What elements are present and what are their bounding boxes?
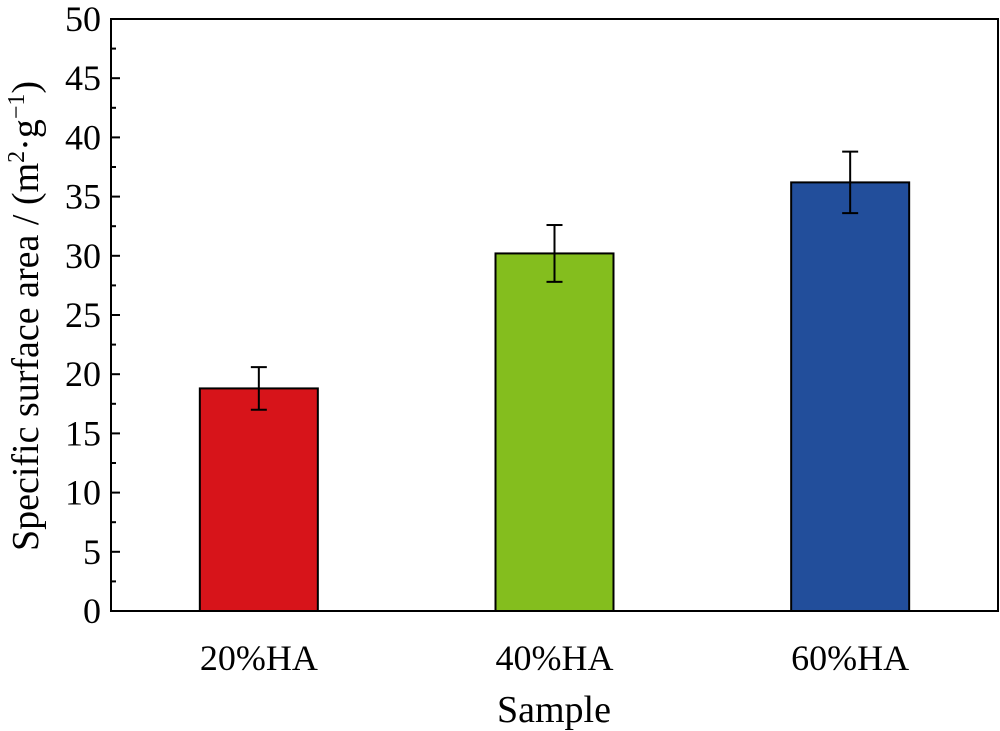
error-bars <box>250 150 859 411</box>
y-tick-label: 20 <box>65 354 101 394</box>
bars <box>198 181 911 612</box>
y-tick-label: 45 <box>65 58 101 98</box>
y-tick-label: 25 <box>65 295 101 335</box>
error-bar <box>842 150 859 215</box>
y-tick-label: 15 <box>65 413 101 453</box>
x-axis-title: Sample <box>497 689 611 731</box>
plot-frame <box>110 18 999 612</box>
bar-20pctha <box>198 387 319 612</box>
y-axis-ticks <box>111 18 120 612</box>
y-axis-title: Specific surface area / (m2·g−1) <box>4 81 47 551</box>
x-tick-label: 40%HA <box>496 638 614 678</box>
y-tick-label: 50 <box>65 0 101 39</box>
y-tick-label: 5 <box>83 532 101 572</box>
x-tick-label: 20%HA <box>200 638 318 678</box>
bar-40pctha <box>494 252 615 612</box>
x-tick-label: 60%HA <box>791 638 909 678</box>
y-tick-label: 0 <box>83 591 101 631</box>
y-tick-label: 35 <box>65 177 101 217</box>
bar-60pctha <box>790 181 911 612</box>
x-axis-tick-labels: 20%HA 40%HA 60%HA <box>200 638 909 678</box>
y-tick-label: 40 <box>65 117 101 157</box>
error-bar <box>250 366 267 411</box>
y-tick-label: 30 <box>65 236 101 276</box>
y-axis-tick-labels: 0 5 10 15 20 25 30 35 40 45 50 <box>65 0 101 631</box>
error-bar <box>546 224 563 283</box>
y-tick-label: 10 <box>65 473 101 513</box>
